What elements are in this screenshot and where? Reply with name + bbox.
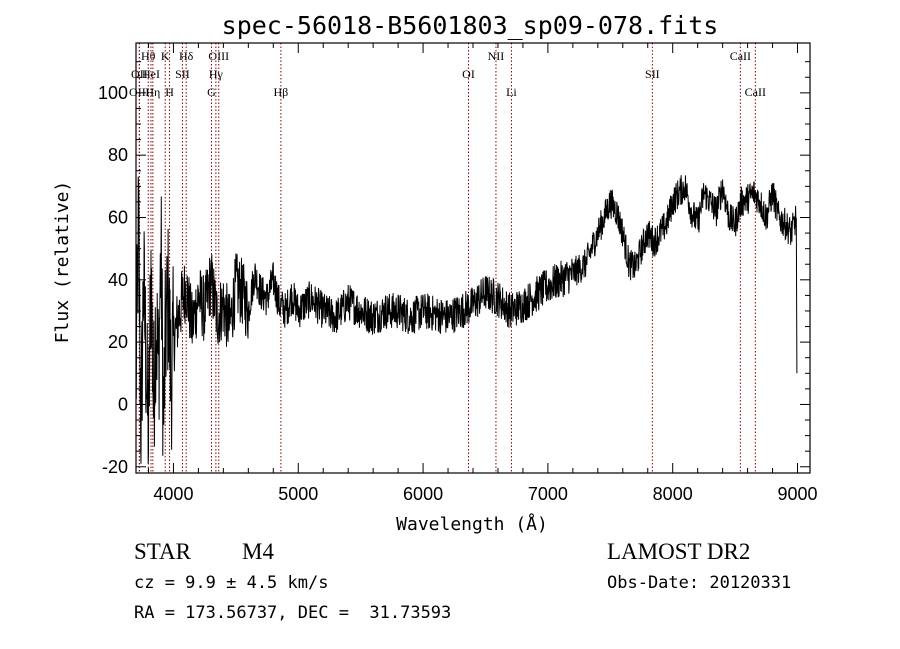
x-tick-label: 7000 <box>528 484 568 504</box>
object-subclass: M4 <box>242 539 274 564</box>
spectral-line-label: OIII <box>208 49 229 63</box>
spectral-line-label: H <box>165 85 174 99</box>
chart-title: spec-56018-B5601803_sp09-078.fits <box>222 11 719 40</box>
x-axis-label: Wavelength (Å) <box>396 513 548 535</box>
object-class: STAR <box>134 539 191 564</box>
y-tick-label: 20 <box>108 332 128 352</box>
redshift-value: cz = 9.9 ± 4.5 km/s <box>134 573 329 593</box>
spectral-line-label: G <box>207 85 216 99</box>
x-tick-label: 9000 <box>777 484 817 504</box>
spectral-line-label: Hθ <box>141 49 156 63</box>
spectral-line-label: CaII <box>745 85 766 99</box>
y-tick-label: 40 <box>108 270 128 290</box>
spectral-line-label: Hδ <box>179 49 194 63</box>
spectral-line-label: OIII <box>129 85 150 99</box>
x-tick-label: 4000 <box>153 484 193 504</box>
y-tick-label: 0 <box>118 394 128 414</box>
spectral-line-label: K <box>161 49 170 63</box>
y-tick-label: 60 <box>108 207 128 227</box>
spectrum-series <box>135 175 798 464</box>
spectral-line-label: Hβ <box>274 85 289 99</box>
spectral-line-label: OI <box>462 67 475 81</box>
spectrum-line <box>135 175 798 464</box>
spectral-line-label: Hη <box>145 85 160 99</box>
axes: 4000 5000 6000 7000 8000 9000 -20 0 20 40 60 80 100 <box>98 43 818 504</box>
y-tick-label: 80 <box>108 145 128 165</box>
y-axis-label: Flux (relative) <box>52 181 73 344</box>
x-tick-label: 6000 <box>403 484 443 504</box>
spectral-line-label: HeI <box>142 67 160 81</box>
spectral-line-label: Hγ <box>209 67 224 81</box>
spectral-line-label: CaII <box>730 49 751 63</box>
spectral-line-label: NII <box>488 49 505 63</box>
survey-name: LAMOST DR2 <box>607 539 751 564</box>
observation-date: Obs-Date: 20120331 <box>607 573 792 593</box>
y-tick-label: -20 <box>102 457 128 477</box>
spectral-line-label: SII <box>175 67 190 81</box>
y-tick-label: 100 <box>98 83 128 103</box>
x-tick-label: 8000 <box>653 484 693 504</box>
spectral-line-label: OII <box>131 67 148 81</box>
spectral-line-label: Li <box>506 85 517 99</box>
spectral-line-label: SII <box>645 67 660 81</box>
coordinates: RA = 173.56737, DEC = 31.73593 <box>134 603 452 623</box>
x-tick-label: 5000 <box>278 484 318 504</box>
